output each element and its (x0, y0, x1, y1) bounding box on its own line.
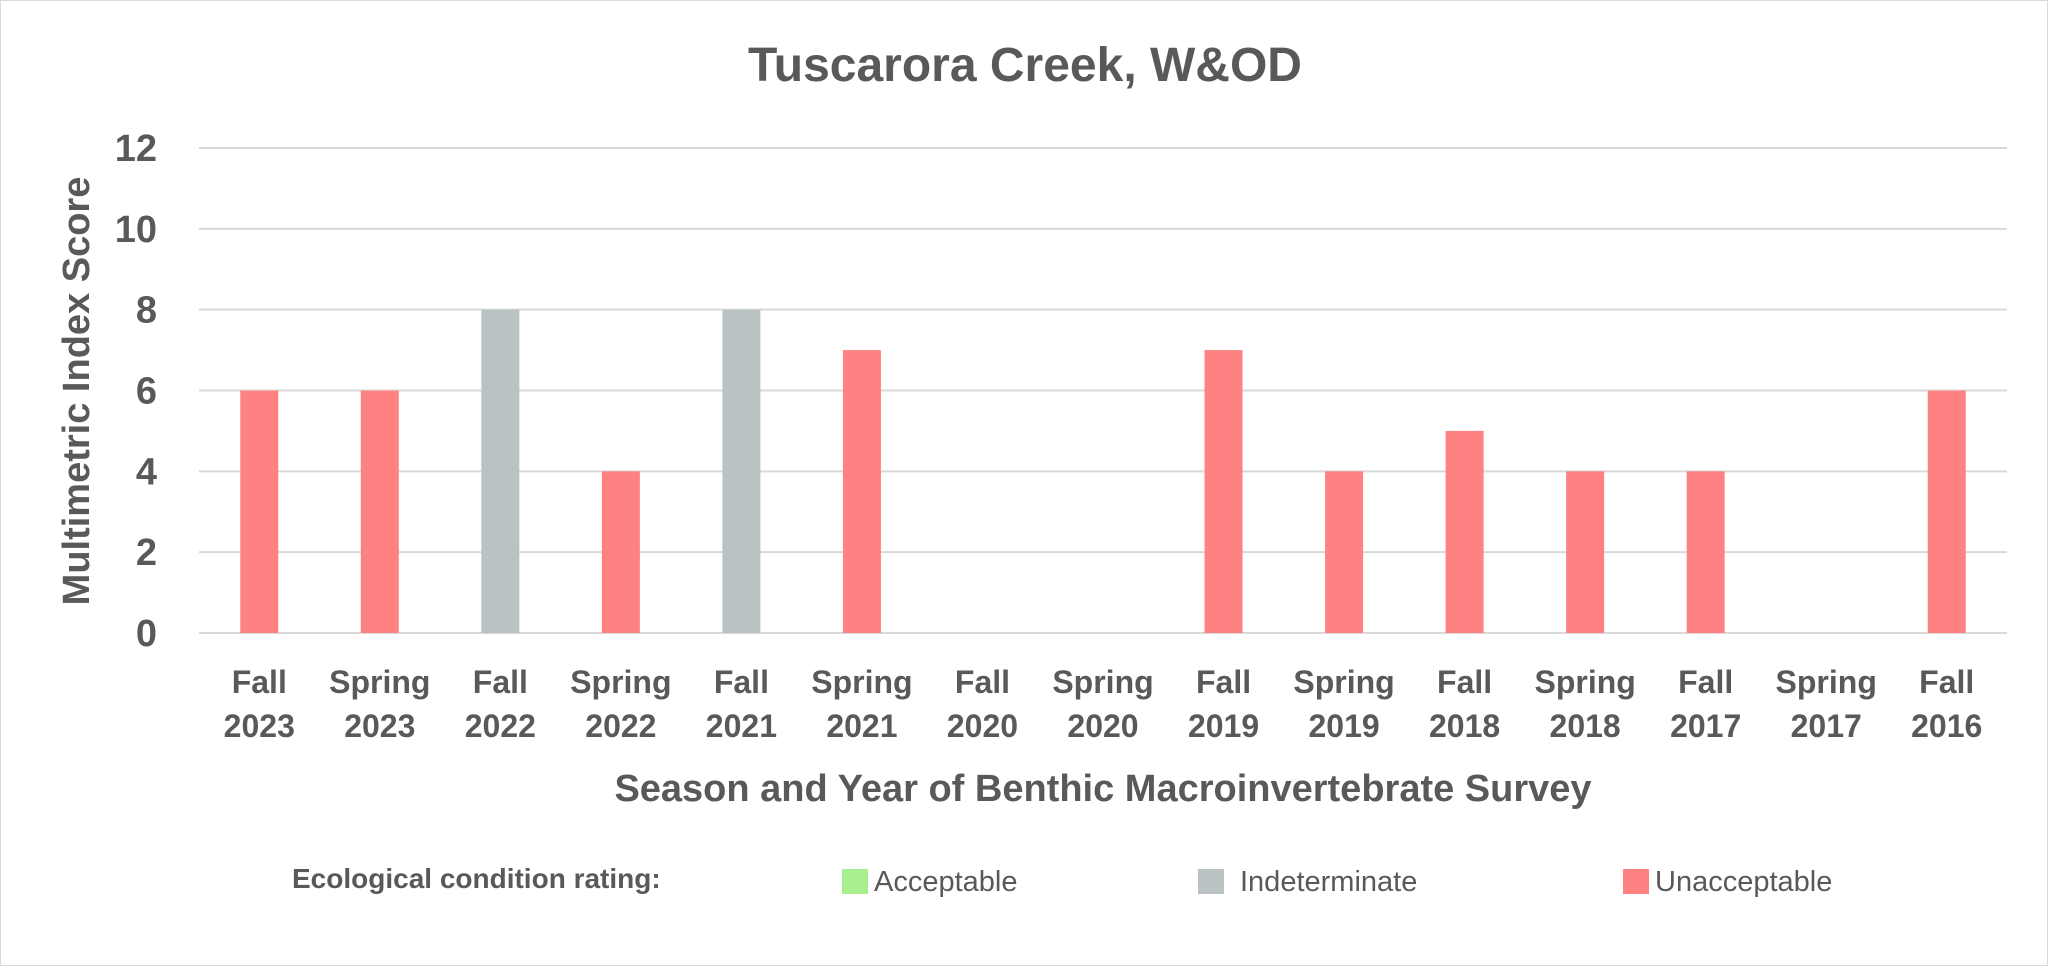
legend-swatch-unacceptable (1623, 869, 1649, 894)
x-tick-label: Spring 2019 (1293, 664, 1394, 744)
bar-fall-2021 (722, 309, 761, 633)
x-tick-label: Spring 2018 (1534, 664, 1635, 744)
bars (240, 309, 1966, 633)
x-tick-label: Fall 2022 (465, 664, 536, 744)
bar-spring-2023 (360, 390, 399, 633)
legend-title: Ecological condition rating: (292, 863, 661, 894)
x-tick-label: Fall 2018 (1429, 664, 1500, 744)
chart-title: Tuscarora Creek, W&OD (748, 39, 1302, 92)
legend-items: Acceptable Indeterminate Unacceptable (842, 866, 1832, 898)
bar-fall-2022 (481, 309, 520, 633)
x-tick-label: Spring 2022 (570, 664, 671, 744)
legend-swatch-acceptable (842, 869, 868, 894)
x-axis-title: Season and Year of Benthic Macroinverteb… (614, 768, 1591, 810)
legend-label-acceptable: Acceptable (874, 866, 1018, 898)
bar-fall-2017 (1686, 471, 1725, 633)
y-axis-title: Multimetric Index Score (56, 177, 98, 606)
gridlines (199, 147, 2007, 634)
y-tick-label: 4 (136, 451, 157, 493)
x-axis-ticks: Fall 2023 Spring 2023 Fall 2022 Spring 2022 Fall… (224, 664, 1983, 744)
legend-swatch-indeterminate (1198, 869, 1224, 894)
x-tick-label: Fall 2016 (1911, 664, 1982, 744)
x-tick-label: Spring 2020 (1052, 664, 1153, 744)
y-tick-label: 0 (136, 613, 157, 655)
legend-label-indeterminate: Indeterminate (1240, 866, 1417, 898)
bar-spring-2021 (842, 350, 881, 633)
y-tick-label: 10 (115, 209, 157, 251)
y-axis-ticks: 0 2 4 6 8 10 12 (115, 128, 157, 655)
x-tick-label: Fall 2019 (1188, 664, 1259, 744)
legend: Ecological condition rating: Acceptable I… (292, 863, 1832, 898)
bar-fall-2018 (1445, 430, 1484, 633)
legend-label-unacceptable: Unacceptable (1655, 866, 1832, 898)
bar-spring-2019 (1325, 471, 1364, 633)
x-tick-label: Fall 2023 (224, 664, 295, 744)
bar-fall-2023 (240, 390, 279, 633)
x-tick-label: Spring 2021 (811, 664, 912, 744)
x-tick-label: Spring 2017 (1776, 664, 1877, 744)
y-tick-label: 12 (115, 128, 157, 170)
y-tick-label: 6 (136, 371, 157, 413)
bar-fall-2016 (1927, 390, 1966, 633)
x-tick-label: Fall 2017 (1670, 664, 1741, 744)
x-tick-label: Fall 2020 (947, 664, 1018, 744)
x-tick-label: Spring 2023 (329, 664, 430, 744)
bar-spring-2018 (1566, 471, 1605, 633)
bar-spring-2022 (601, 471, 640, 633)
bar-fall-2019 (1204, 350, 1243, 633)
y-tick-label: 2 (136, 532, 157, 574)
x-tick-label: Fall 2021 (706, 664, 777, 744)
y-tick-label: 8 (136, 290, 157, 332)
